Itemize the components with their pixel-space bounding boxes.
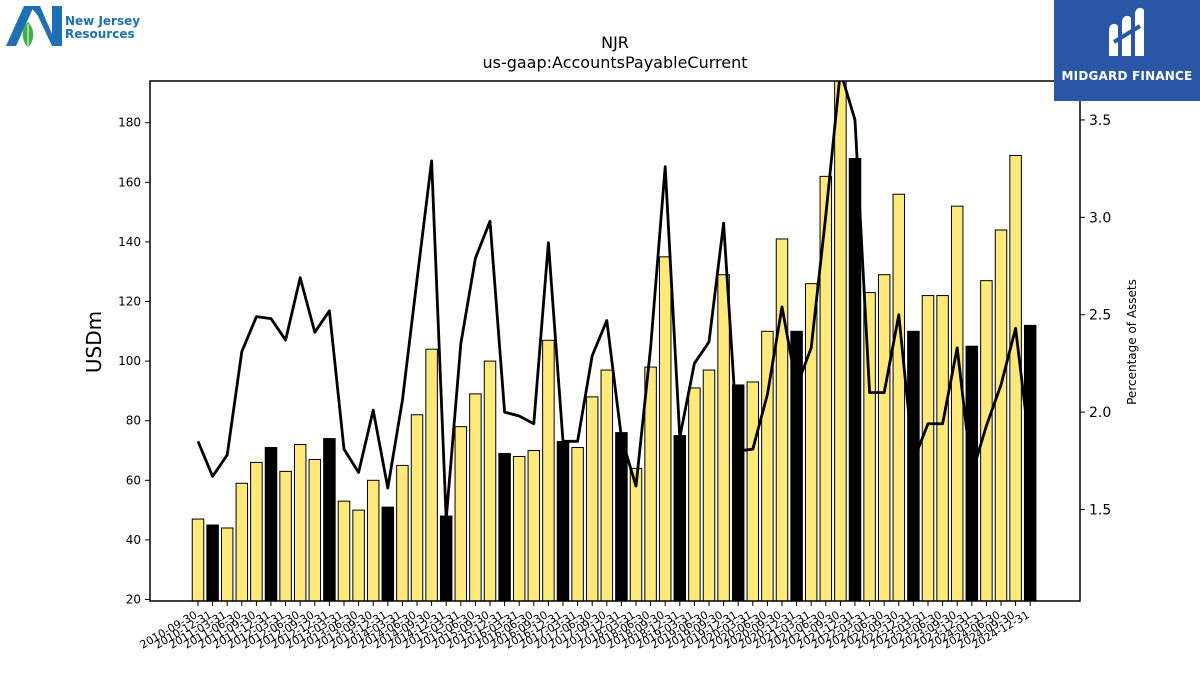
- bar-2013-09-30: [367, 480, 379, 601]
- bar-2023-03-31: [922, 296, 934, 601]
- bar-2012-06-30: [294, 445, 306, 601]
- bar-2017-12-31: [616, 433, 628, 601]
- bar-2018-09-30: [659, 257, 671, 601]
- bar-2020-03-31: [747, 382, 759, 601]
- y-axis-right: 1.5 2.0 2.5 3.0 3.5: [1080, 113, 1111, 519]
- bar-2016-09-30: [543, 340, 555, 601]
- x-axis: 2010-09-302010-12-312011-03-312011-06-30…: [138, 601, 1032, 652]
- bar-2011-06-30: [236, 483, 248, 601]
- midgard-finance-logo: MIDGARD FINANCE: [1054, 0, 1200, 101]
- y-tick-label: 20: [126, 593, 141, 607]
- bar-2019-03-31: [689, 388, 701, 601]
- bar-2019-06-30: [703, 370, 715, 601]
- chart-title: NJR: [601, 33, 629, 52]
- y2-axis-label: Percentage of Assets: [1125, 279, 1139, 405]
- bar-2019-12-31: [732, 385, 744, 601]
- bar-2010-09-30: [192, 519, 204, 601]
- bar-2015-12-31: [499, 453, 511, 601]
- bar-2017-09-30: [601, 370, 613, 601]
- bar-2018-06-30: [645, 367, 657, 601]
- bar-2018-12-31: [674, 436, 686, 601]
- midgard-logo-text: MIDGARD FINANCE: [1054, 69, 1200, 83]
- bar-2015-09-30: [484, 361, 496, 601]
- bar-2013-12-31: [382, 507, 394, 601]
- bar-2019-09-30: [718, 275, 730, 601]
- bar-2021-12-31: [849, 158, 861, 601]
- y-tick-label: 140: [118, 235, 141, 249]
- bars-group: [192, 78, 1036, 601]
- line-group: [198, 71, 1030, 519]
- y2-tick-label: 3.5: [1089, 113, 1111, 129]
- bar-2013-03-31: [338, 501, 350, 601]
- bar-2016-12-31: [557, 442, 569, 601]
- njr-mark-icon: [4, 4, 64, 50]
- bar-2022-09-30: [893, 194, 905, 601]
- y-axis-label: USDm: [82, 311, 106, 373]
- bar-2012-03-31: [280, 471, 292, 601]
- bar-2024-06-30: [995, 230, 1007, 601]
- bar-2013-06-30: [353, 510, 365, 601]
- bar-2017-03-31: [572, 448, 584, 601]
- y-tick-label: 80: [126, 414, 141, 428]
- y-tick-label: 180: [118, 116, 141, 130]
- bar-2014-12-31: [440, 516, 452, 601]
- y-tick-label: 40: [126, 533, 141, 547]
- bar-2017-06-30: [586, 397, 598, 601]
- bar-2011-12-31: [265, 448, 277, 601]
- percentage-line: [198, 71, 1030, 519]
- new-jersey-resources-logo: New Jersey Resources: [4, 4, 154, 52]
- bar-2010-12-31: [207, 525, 219, 601]
- bar-2016-06-30: [528, 451, 540, 601]
- bar-2024-09-30: [1010, 156, 1022, 602]
- bar-2012-09-30: [309, 459, 321, 601]
- midgard-mark-icon: [1054, 0, 1200, 64]
- njr-logo-line2: Resources: [65, 28, 140, 41]
- bar-2014-06-30: [411, 415, 423, 601]
- bar-2015-03-31: [455, 427, 467, 601]
- y-tick-label: 60: [126, 473, 141, 487]
- bar-2021-03-31: [805, 284, 817, 601]
- bar-2011-03-31: [221, 528, 233, 601]
- y2-tick-label: 1.5: [1089, 502, 1111, 518]
- bar-2022-12-31: [908, 331, 920, 601]
- y-tick-label: 160: [118, 175, 141, 189]
- bar-2018-03-31: [630, 468, 642, 601]
- chart-subtitle: us-gaap:AccountsPayableCurrent: [482, 53, 747, 72]
- y2-tick-label: 2.0: [1089, 405, 1111, 421]
- bar-2014-03-31: [397, 465, 409, 601]
- bar-2015-06-30: [470, 394, 482, 601]
- bar-2011-09-30: [251, 462, 263, 601]
- bar-2022-06-30: [878, 275, 890, 601]
- bar-2020-09-30: [776, 239, 788, 601]
- y2-tick-label: 2.5: [1089, 308, 1111, 324]
- bar-2023-06-30: [937, 296, 949, 601]
- y-axis-left: 20 40 60 80 100 120 140 160 180: [118, 116, 150, 607]
- bar-2016-03-31: [513, 456, 525, 601]
- bar-2014-09-30: [426, 349, 438, 601]
- bar-2021-09-30: [835, 78, 847, 601]
- bar-2012-12-31: [324, 439, 336, 601]
- y-tick-label: 100: [118, 354, 141, 368]
- bar-2024-12-31: [1024, 325, 1036, 601]
- y-tick-label: 120: [118, 295, 141, 309]
- bar-2023-09-30: [951, 206, 963, 601]
- y2-tick-label: 3.0: [1089, 210, 1111, 226]
